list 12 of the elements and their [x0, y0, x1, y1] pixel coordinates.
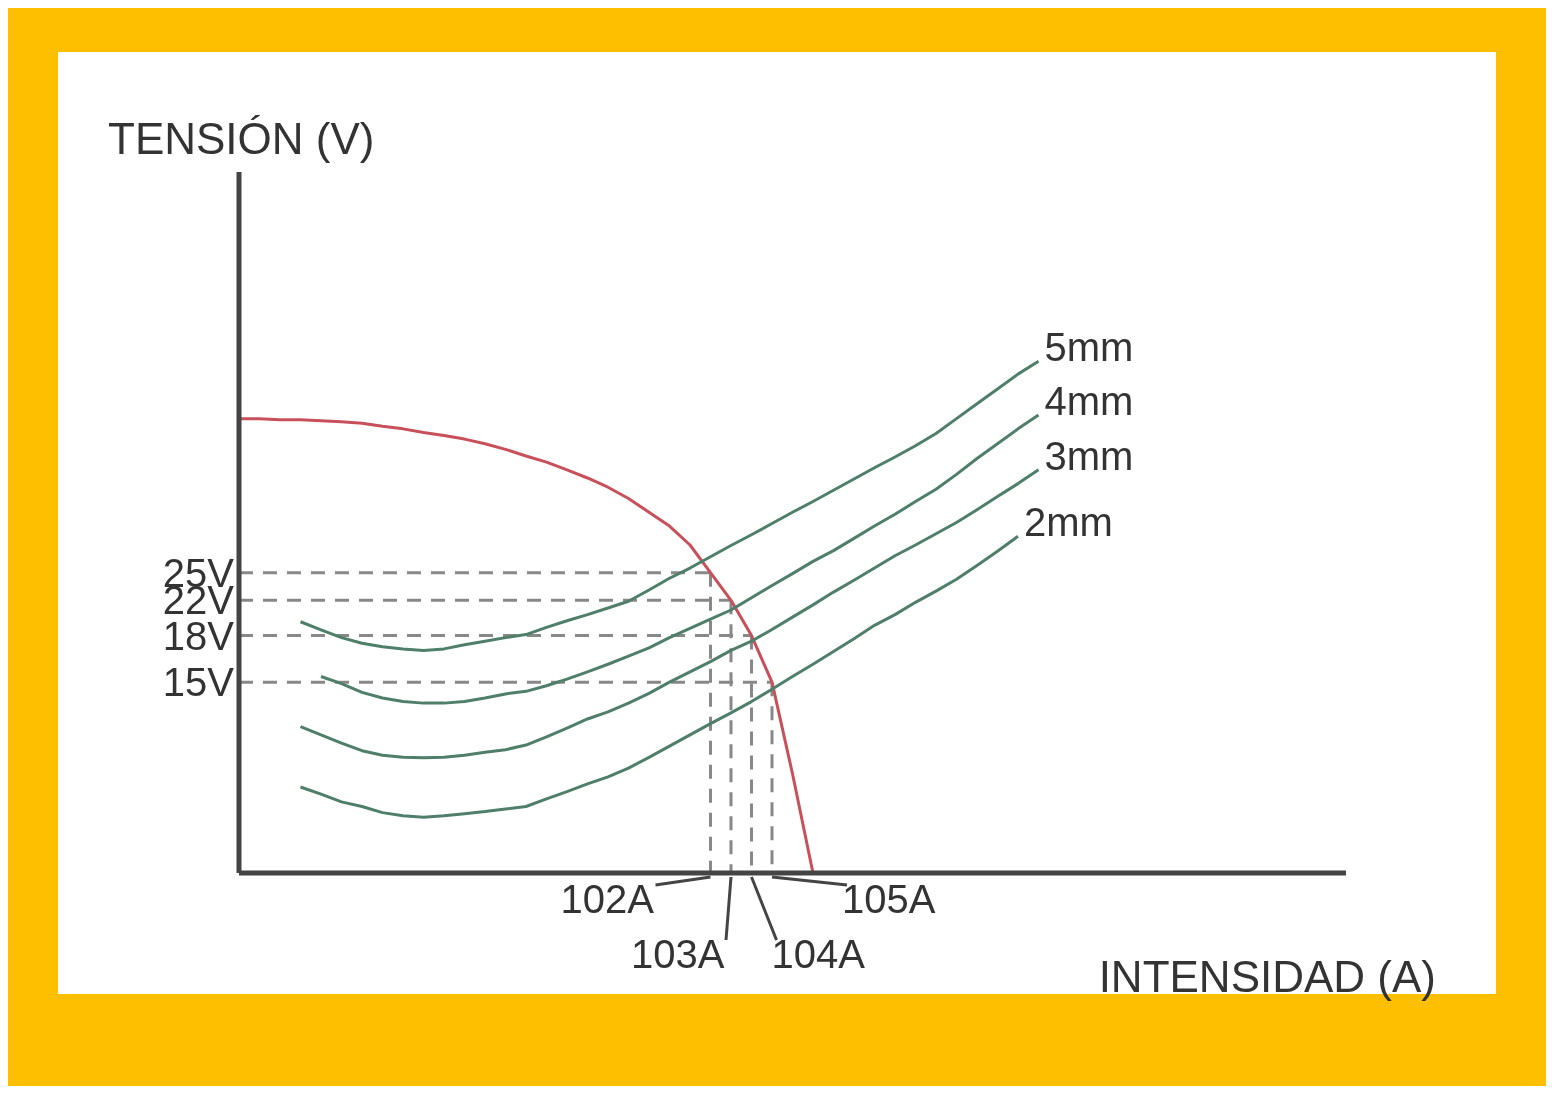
series-label: 4mm — [1044, 379, 1134, 424]
y-axis-title: TENSIÓN (V) — [108, 114, 375, 164]
series-label: 3mm — [1044, 433, 1134, 478]
x-axis-title: INTENSIDAD (A) — [1098, 952, 1436, 1002]
text: 103A — [631, 932, 725, 976]
text: 105A — [842, 877, 936, 921]
ref-line-label: 18V — [162, 613, 235, 658]
series-label: 2mm — [1024, 500, 1113, 545]
series-label: 5mm — [1044, 325, 1134, 370]
text: 102A — [560, 877, 655, 921]
ref-line-label: 15V — [162, 660, 235, 705]
text: 104A — [771, 932, 866, 976]
